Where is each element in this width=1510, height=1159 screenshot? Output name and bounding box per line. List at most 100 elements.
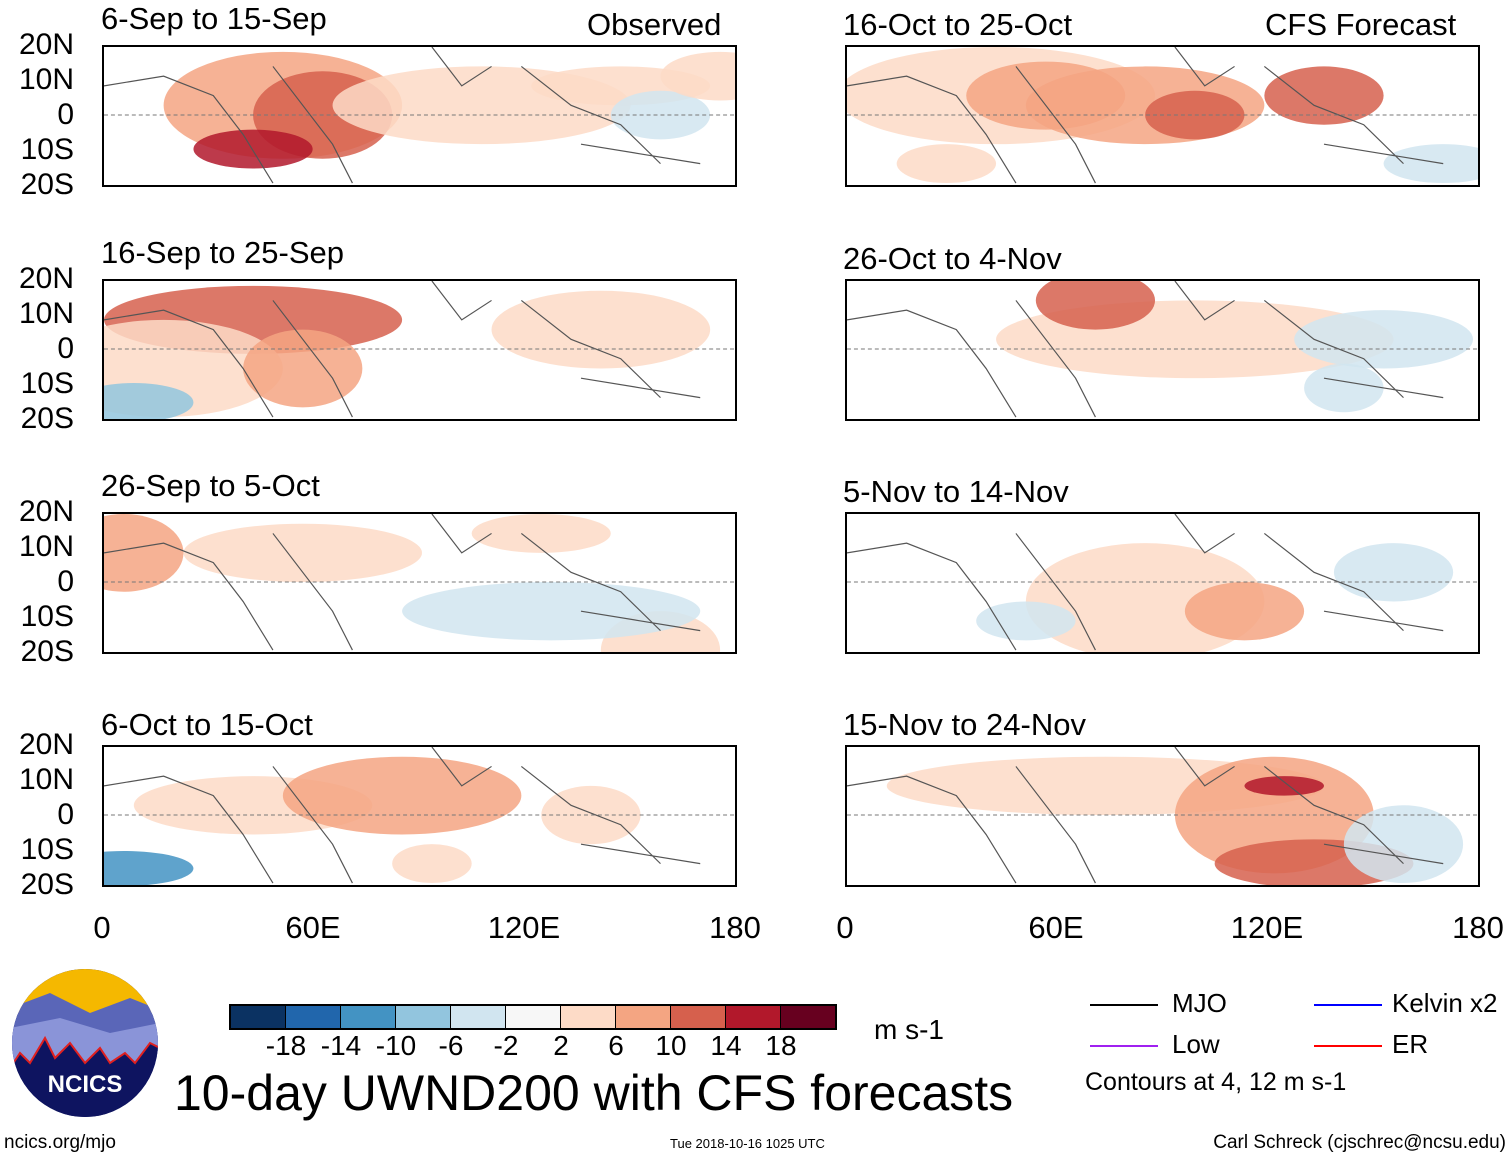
forecast-map-panel (845, 512, 1480, 654)
y-tick-label: 10S (20, 367, 74, 400)
wind-anomaly-region (1383, 144, 1478, 184)
legend-low-line (1090, 1045, 1158, 1047)
coastline (847, 747, 1444, 884)
colorbar-swatch (616, 1006, 671, 1028)
y-tick-label: 10N (18, 763, 74, 796)
wind-anomaly-region (896, 144, 997, 184)
wind-anomaly-region (1244, 776, 1324, 796)
colorbar-label: -2 (493, 1030, 519, 1061)
wind-anomaly-region (1294, 310, 1474, 369)
wind-anomaly-region (104, 850, 194, 885)
wind-anomaly-region (1184, 582, 1305, 641)
legend-kelvin: Kelvin x2 (1392, 988, 1498, 1018)
wind-anomaly-region (1343, 805, 1464, 884)
coastline (104, 47, 701, 184)
x-tick-label: 0 (93, 910, 111, 945)
observed-map-panel (102, 45, 737, 187)
forecast-header: CFS Forecast (1265, 7, 1457, 42)
observed-map-panel (102, 512, 737, 654)
y-tick-label: 10N (18, 297, 74, 330)
x-tick-label: 180 (1452, 910, 1504, 945)
x-tick-label: 0 (836, 910, 854, 945)
colorbar-label: -18 (265, 1030, 307, 1061)
footer-author: Carl Schreck (cjschrec@ncsu.edu) (1213, 1132, 1506, 1153)
panel-title: 26-Sep to 5-Oct (101, 468, 320, 503)
y-tick-label: 10N (18, 63, 74, 96)
colorbar-swatch (396, 1006, 451, 1028)
y-tick-label: 0 (57, 798, 74, 831)
wind-anomaly-region (104, 514, 184, 592)
wind-anomaly-region (183, 523, 422, 583)
colorbar-swatch (561, 1006, 616, 1028)
figure-title: 10-day UWND200 with CFS forecasts (174, 1065, 1014, 1121)
y-tick-label: 10S (20, 833, 74, 866)
y-tick-label: 20S (20, 635, 74, 668)
colorbar-label: 2 (553, 1030, 569, 1061)
colorbar-swatch (671, 1006, 726, 1028)
panel-title: 16-Oct to 25-Oct (843, 7, 1073, 42)
coastline (104, 514, 701, 651)
footer-url[interactable]: ncics.org/mjo (4, 1132, 116, 1153)
observed-header: Observed (587, 7, 722, 42)
wind-anomaly-region (1304, 363, 1384, 413)
ncics-logo: NCICS (12, 969, 158, 1117)
wind-anomaly-region (471, 514, 611, 553)
y-tick-label: 10S (20, 600, 74, 633)
colorbar (229, 1004, 837, 1030)
colorbar-label: -6 (438, 1030, 464, 1061)
y-tick-label: 10N (18, 530, 74, 563)
panel-title: 16-Sep to 25-Sep (101, 235, 345, 270)
y-tick-label: 20N (18, 495, 74, 528)
coastline (104, 747, 701, 884)
y-tick-label: 20S (20, 168, 74, 201)
colorbar-swatch (231, 1006, 286, 1028)
colorbar-label: -10 (375, 1030, 417, 1061)
legend-low: Low (1172, 1029, 1220, 1059)
wind-anomaly-region (193, 129, 313, 169)
observed-map-panel (102, 279, 737, 421)
wind-anomaly-region (392, 844, 472, 884)
wind-anomaly-region (976, 601, 1076, 641)
x-tick-label: 180 (709, 910, 761, 945)
wind-anomaly-region (660, 51, 735, 101)
colorbar-label: -14 (320, 1030, 362, 1061)
legend-kelvin-line (1314, 1004, 1382, 1006)
y-tick-label: 20N (18, 28, 74, 61)
forecast-map-panel (845, 279, 1480, 421)
panel-title: 15-Nov to 24-Nov (843, 707, 1086, 742)
x-tick-label: 120E (1230, 910, 1304, 945)
y-tick-label: 20N (18, 728, 74, 761)
wind-anomaly-region (243, 329, 363, 408)
coastline (847, 47, 1444, 184)
colorbar-swatch (286, 1006, 341, 1028)
legend-mjo: MJO (1172, 988, 1227, 1018)
forecast-map-panel (845, 45, 1480, 187)
wind-anomaly-region (402, 582, 701, 641)
coastline (847, 514, 1444, 651)
colorbar-label: 10 (655, 1030, 687, 1061)
legend-er: ER (1392, 1029, 1429, 1059)
colorbar-swatch (506, 1006, 561, 1028)
coastline (847, 281, 1444, 418)
y-tick-label: 10S (20, 133, 74, 166)
forecast-map-panel (845, 745, 1480, 887)
y-tick-label: 0 (57, 98, 74, 131)
footer-timestamp: Tue 2018-10-16 1025 UTC (670, 1136, 825, 1151)
wind-anomaly-region (104, 383, 194, 419)
contour-note: Contours at 4, 12 m s-1 (1085, 1068, 1347, 1096)
legend-er-line (1314, 1045, 1382, 1047)
colorbar-swatch (781, 1006, 835, 1028)
panel-title: 26-Oct to 4-Nov (843, 241, 1062, 276)
x-tick-label: 120E (487, 910, 561, 945)
panel-title: 6-Oct to 15-Oct (101, 707, 313, 742)
legend-mjo-line (1090, 1004, 1158, 1006)
logo-text: NCICS (48, 1071, 123, 1098)
y-tick-label: 20S (20, 868, 74, 901)
colorbar-units: m s-1 (874, 1014, 944, 1045)
wind-anomaly-region (282, 756, 522, 835)
colorbar-label: 14 (710, 1030, 742, 1061)
y-tick-label: 0 (57, 565, 74, 598)
panel-title: 6-Sep to 15-Sep (101, 1, 327, 36)
coastline (104, 281, 701, 418)
